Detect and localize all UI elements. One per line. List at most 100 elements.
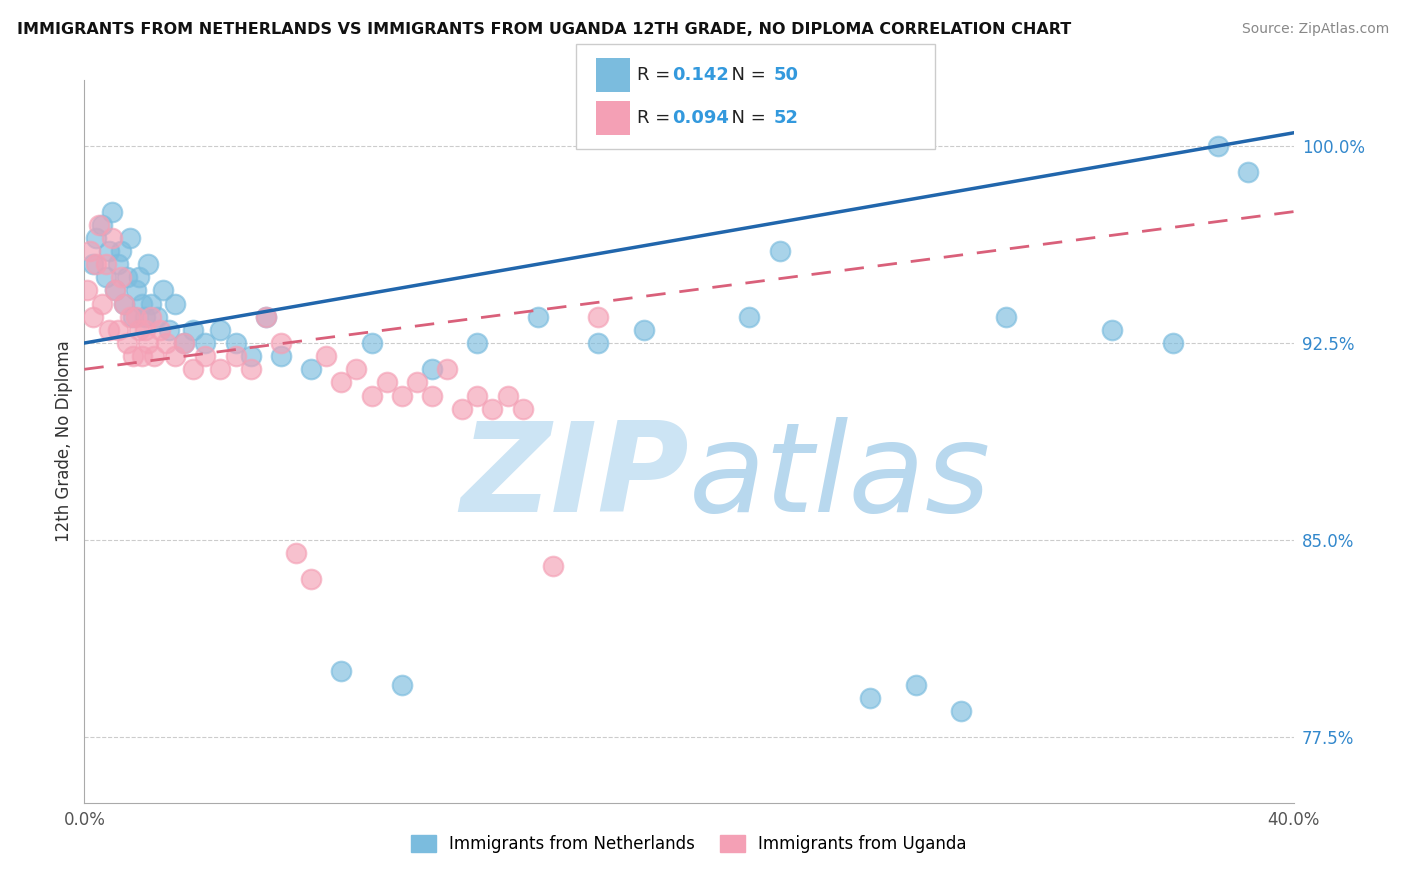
Point [152,284,174,298]
Point [139,310,162,324]
Text: IMMIGRANTS FROM NETHERLANDS VS IMMIGRANTS FROM UGANDA 12TH GRADE, NO DIPLOMA COR: IMMIGRANTS FROM NETHERLANDS VS IMMIGRANT… [17,22,1071,37]
Point [209,323,232,337]
Point [115,336,138,351]
Point [512,401,534,416]
Point [94,270,117,285]
Point [142,349,165,363]
Text: R =: R = [637,66,676,84]
Point [76,284,98,298]
Point [115,270,138,285]
Point [91,218,114,232]
Point [420,388,443,402]
Point [299,362,322,376]
Point [904,677,927,691]
Point [738,310,761,324]
Point [406,376,429,390]
Text: 0.142: 0.142 [672,66,728,84]
Point [225,336,247,351]
Point [125,310,148,324]
Point [134,323,156,337]
Point [995,310,1018,324]
Point [1161,336,1184,351]
Point [239,349,262,363]
Point [270,349,292,363]
Point [467,388,489,402]
Point [110,270,132,285]
Text: ZIP: ZIP [460,417,689,538]
Legend: Immigrants from Netherlands, Immigrants from Uganda: Immigrants from Netherlands, Immigrants … [405,828,973,860]
Point [496,388,519,402]
Point [254,310,277,324]
Point [375,376,398,390]
Point [107,323,129,337]
Point [131,296,153,310]
Point [104,284,127,298]
Point [633,323,655,337]
Point [588,336,610,351]
Point [82,257,104,271]
Point [100,231,122,245]
Point [391,677,413,691]
Point [527,310,550,324]
Point [451,401,474,416]
Point [467,336,489,351]
Point [155,336,177,351]
Point [110,244,132,258]
Point [79,244,101,258]
Point [112,296,135,310]
Point [769,244,792,258]
Y-axis label: 12th Grade, No Diploma: 12th Grade, No Diploma [55,341,73,542]
Point [181,362,204,376]
Point [100,204,122,219]
Point [82,310,104,324]
Point [121,349,143,363]
Point [118,231,141,245]
Point [136,257,159,271]
Point [481,401,503,416]
Point [94,257,117,271]
Point [330,665,353,679]
Point [1206,139,1229,153]
Point [360,336,382,351]
Point [588,310,610,324]
Point [146,310,169,324]
Point [950,704,973,718]
Point [299,573,322,587]
Point [134,310,156,324]
Point [1101,323,1123,337]
Point [125,284,148,298]
Point [104,284,127,298]
Point [112,296,135,310]
Text: atlas: atlas [689,417,991,538]
Text: N =: N = [720,109,772,127]
Point [97,323,120,337]
Point [86,231,108,245]
Point [91,296,114,310]
Point [194,349,217,363]
Point [360,388,382,402]
Point [209,362,232,376]
Point [270,336,292,351]
Point [239,362,262,376]
Text: 0.094: 0.094 [672,109,728,127]
Point [89,218,111,232]
Point [391,388,413,402]
Point [541,559,564,574]
Point [346,362,368,376]
Point [173,336,195,351]
Point [136,336,159,351]
Point [181,323,204,337]
Point [97,244,120,258]
Text: R =: R = [637,109,676,127]
Point [128,270,150,285]
Point [285,546,308,560]
Point [225,349,247,363]
Point [165,349,187,363]
Point [420,362,443,376]
Point [86,257,108,271]
Text: N =: N = [720,66,772,84]
Text: Source: ZipAtlas.com: Source: ZipAtlas.com [1241,22,1389,37]
Point [139,296,162,310]
Point [1237,165,1260,179]
Point [107,257,129,271]
